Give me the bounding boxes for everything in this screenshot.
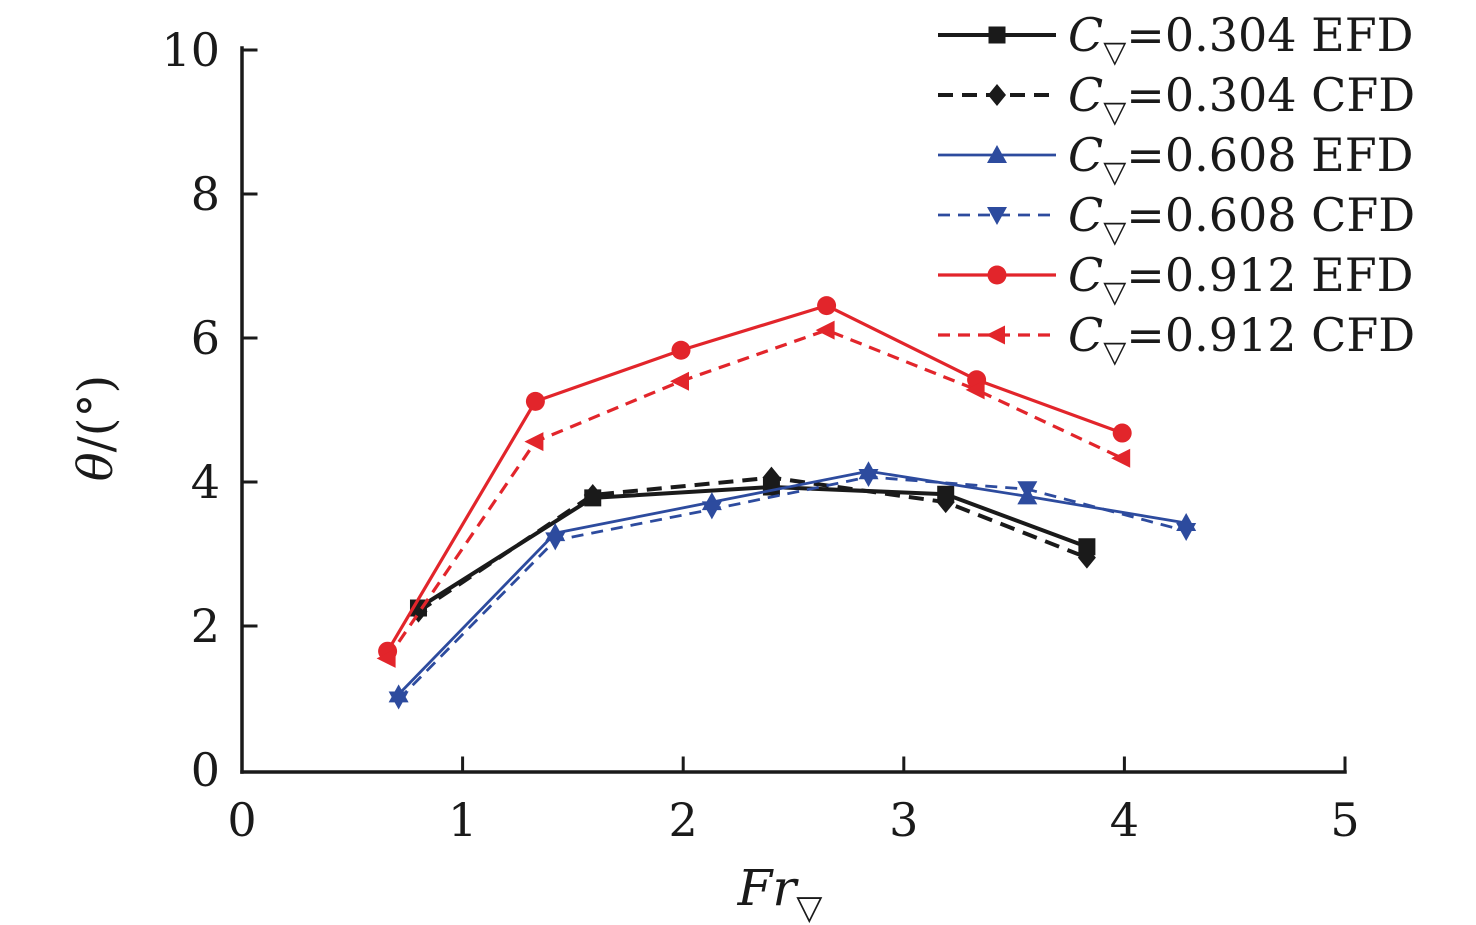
y-tick-label-8: 8 <box>191 167 220 221</box>
series-1-group <box>409 466 1096 623</box>
y-tick-label-0: 0 <box>191 743 220 797</box>
legend-row-0: C▽=0.304 EFD <box>938 8 1414 70</box>
series-5-marker-2 <box>669 371 689 391</box>
series-3-marker-0 <box>388 691 409 710</box>
legend-row-3: C▽=0.608 CFD <box>938 188 1415 250</box>
series-1-marker-1 <box>583 483 602 506</box>
x-tick-label-5: 5 <box>1330 793 1359 847</box>
series-3-marker-1 <box>545 532 566 551</box>
legend-row-3-marker <box>987 207 1007 225</box>
series-3-marker-2 <box>701 501 722 520</box>
series-4-group <box>378 296 1132 661</box>
legend-row-2: C▽=0.608 EFD <box>938 128 1414 190</box>
series-2-line <box>397 469 1187 696</box>
series-4-marker-2 <box>671 340 691 360</box>
legend-row-0-marker <box>988 26 1006 44</box>
legend-row-5-label: C▽=0.912 CFD <box>1068 308 1415 370</box>
series-0-group <box>409 478 1096 617</box>
series-4-marker-1 <box>525 391 545 411</box>
tick-labels-group: 0 1 2 3 4 5 0 2 4 6 8 10 <box>161 23 1359 847</box>
x-tick-label-0: 0 <box>227 793 256 847</box>
series-4-line <box>386 304 1123 653</box>
y-tick-label-10: 10 <box>161 23 220 77</box>
series-5-line <box>386 328 1123 660</box>
x-tick-label-4: 4 <box>1110 793 1139 847</box>
series-3-marker-3 <box>858 468 879 487</box>
legend-row-1-label: C▽=0.304 CFD <box>1068 68 1415 130</box>
legend-row-5-marker <box>986 325 1005 345</box>
series-5-marker-3 <box>815 320 835 340</box>
series-5-group <box>376 320 1131 668</box>
legend-row-3-label: C▽=0.608 CFD <box>1068 188 1415 250</box>
series-1-line <box>417 475 1088 614</box>
series-5-marker-5 <box>1111 448 1131 468</box>
legend-row-4: C▽=0.912 EFD <box>938 248 1414 310</box>
series-1-marker-4 <box>1077 546 1096 569</box>
legend-row-0-label: C▽=0.304 EFD <box>1068 8 1414 70</box>
legend-row-4-label: C▽=0.912 EFD <box>1068 248 1414 310</box>
series-3-group <box>388 468 1197 710</box>
x-axis-title: Fr▽ <box>737 859 824 925</box>
series-4-marker-5 <box>1112 423 1132 443</box>
y-tick-label-2: 2 <box>191 599 220 653</box>
y-tick-label-4: 4 <box>191 455 220 509</box>
legend-row-2-marker <box>987 145 1007 163</box>
legend-row-4-marker <box>987 265 1007 285</box>
series-4-marker-3 <box>817 296 837 316</box>
legend-row-2-label: C▽=0.608 EFD <box>1068 128 1414 190</box>
series-3-marker-4 <box>1017 481 1038 500</box>
series-1-marker-2 <box>762 466 781 489</box>
series-3-line <box>397 475 1187 701</box>
y-tick-label-6: 6 <box>191 311 220 365</box>
x-tick-label-1: 1 <box>448 793 477 847</box>
x-tick-label-2: 2 <box>669 793 698 847</box>
series-2-group <box>388 461 1197 703</box>
y-axis-title: θ/(°) <box>68 375 124 482</box>
series-1-marker-3 <box>936 491 955 514</box>
legend-row-1-marker <box>988 84 1006 106</box>
x-tick-label-3: 3 <box>889 793 918 847</box>
series-5-marker-1 <box>524 432 544 452</box>
series-5-marker-0 <box>376 648 396 668</box>
axes-group <box>240 46 1347 774</box>
series-3-marker-5 <box>1176 522 1197 541</box>
series-0-line <box>417 485 1088 610</box>
series-5-marker-4 <box>965 380 985 400</box>
legend-row-5: C▽=0.912 CFD <box>938 308 1415 370</box>
legend-row-1: C▽=0.304 CFD <box>938 68 1415 130</box>
